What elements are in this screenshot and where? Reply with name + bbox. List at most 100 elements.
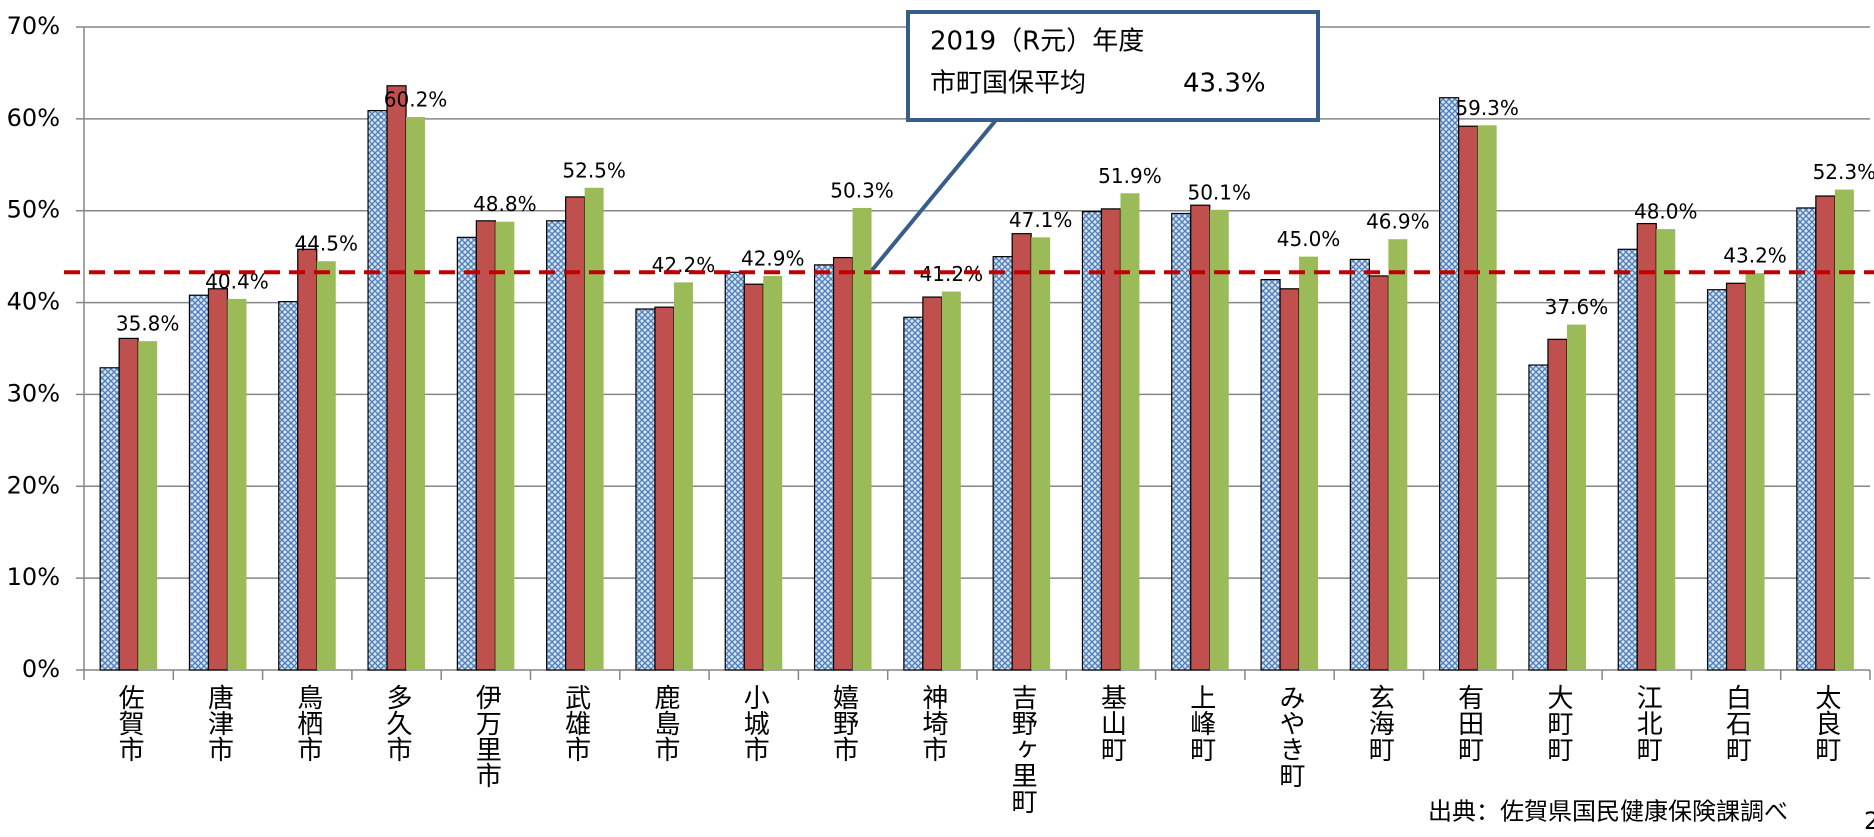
bar xyxy=(832,256,854,671)
bar xyxy=(813,264,835,671)
bar xyxy=(635,308,656,671)
bar xyxy=(1815,195,1836,671)
data-label: 50.3% xyxy=(830,178,894,202)
bar xyxy=(724,271,745,671)
x-tick-label: 鹿島市 xyxy=(650,684,680,762)
bar xyxy=(1796,207,1817,671)
data-label: 46.9% xyxy=(1366,210,1430,234)
bar xyxy=(475,220,496,671)
grid: 0% 10% 20% 30% 40% 50% 60% 70% 佐賀市 唐津市 鳥栖市 多久市 伊万里市 武… xyxy=(7,12,1871,814)
x-tick-label: 嬉野市 xyxy=(829,684,859,762)
bar xyxy=(1477,125,1497,671)
bar xyxy=(903,316,924,671)
x-tick-label: 鳥栖市 xyxy=(293,684,323,762)
data-label: 60.2% xyxy=(384,88,448,112)
x-tick-label: 吉野ヶ里町 xyxy=(1007,684,1037,814)
data-label: 48.8% xyxy=(473,192,537,216)
bar xyxy=(1260,279,1281,671)
bar xyxy=(297,248,318,671)
bar xyxy=(99,367,120,671)
y-tick-label: 0% xyxy=(22,655,60,683)
data-label: 42.2% xyxy=(652,253,716,277)
callout-box xyxy=(906,10,1320,122)
bar xyxy=(1190,204,1211,671)
x-tick-label: みやき町 xyxy=(1275,684,1305,788)
bar xyxy=(1279,288,1300,671)
data-label: 59.3% xyxy=(1455,96,1519,120)
data-label: 48.0% xyxy=(1634,200,1698,224)
data-label: 50.1% xyxy=(1187,180,1251,204)
x-tick-label: 大町町 xyxy=(1543,684,1573,762)
bar xyxy=(227,298,247,670)
bar xyxy=(207,288,229,671)
x-tick-label: 有田町 xyxy=(1454,684,1484,762)
bar xyxy=(673,282,693,670)
data-label: 43.2% xyxy=(1723,244,1787,268)
bar xyxy=(1388,239,1408,670)
bar xyxy=(278,301,299,671)
callout-value: 43.3% xyxy=(1183,69,1266,99)
bar xyxy=(1834,189,1854,670)
overlay: 35.8%40.4%44.5%60.2%48.8%52.5%42.2% 42.9%… xyxy=(64,88,1874,336)
y-tick-label: 70% xyxy=(7,12,60,40)
bar xyxy=(188,294,210,671)
x-tick-label: 江北町 xyxy=(1632,684,1662,762)
x-tick-label: 太良町 xyxy=(1811,684,1841,762)
x-tick-label: 小城市 xyxy=(739,684,769,762)
bar xyxy=(1566,324,1586,670)
x-tick-label: 武雄市 xyxy=(561,684,591,762)
bar xyxy=(1081,211,1103,671)
data-label: 35.8% xyxy=(116,312,180,336)
callout-line: 2019（R元）年度 xyxy=(930,27,1144,57)
data-label: 47.1% xyxy=(1009,208,1073,232)
bar xyxy=(1349,258,1370,671)
bar xyxy=(546,220,567,671)
bar xyxy=(941,291,961,670)
bar xyxy=(367,109,388,671)
data-label: 51.9% xyxy=(1098,164,1162,188)
source: 出典：佐賀県国民健康保険課調べ xyxy=(1428,798,1788,826)
x-tick-label: 佐賀市 xyxy=(114,684,144,762)
y-tick-label: 10% xyxy=(7,563,60,591)
bar xyxy=(1725,282,1747,671)
y-tick-label: 20% xyxy=(7,471,60,499)
y-tick-label: 40% xyxy=(7,288,60,316)
bar xyxy=(456,236,477,671)
bar xyxy=(1299,256,1319,670)
bar xyxy=(1745,273,1765,670)
bar xyxy=(1031,237,1051,671)
bar xyxy=(1528,364,1549,671)
x-tick-label: 多久市 xyxy=(382,684,412,762)
y-tick-label: 50% xyxy=(7,196,60,224)
data-label: 44.5% xyxy=(294,232,358,256)
y-tick-label: 30% xyxy=(7,379,60,407)
page-number: 2 xyxy=(1864,807,1874,835)
data-label: 37.6% xyxy=(1545,295,1609,319)
bar xyxy=(495,221,515,671)
bar xyxy=(316,261,336,670)
x-tick-label: 白石町 xyxy=(1722,684,1752,762)
bar xyxy=(584,187,604,670)
bar xyxy=(992,256,1013,671)
bar xyxy=(406,117,426,670)
x-tick-label: 上峰町 xyxy=(1186,684,1216,762)
x-tick-label: 唐津市 xyxy=(203,684,233,762)
bar xyxy=(386,85,407,671)
bar xyxy=(1656,229,1676,671)
bar xyxy=(1706,289,1728,671)
bar xyxy=(1439,97,1460,671)
bars xyxy=(99,85,1854,671)
x-tick-label: 玄海町 xyxy=(1364,684,1394,762)
data-label: 52.5% xyxy=(562,158,626,182)
x-tick-label: 神埼市 xyxy=(918,684,948,762)
data-label: 42.9% xyxy=(741,246,805,270)
bar xyxy=(565,196,586,671)
y-tick-label: 60% xyxy=(7,104,60,132)
bar xyxy=(1617,248,1638,671)
bar xyxy=(138,341,158,670)
bar xyxy=(1209,209,1229,670)
bar xyxy=(1636,222,1657,671)
bar xyxy=(1458,125,1479,671)
bar xyxy=(1011,233,1032,671)
